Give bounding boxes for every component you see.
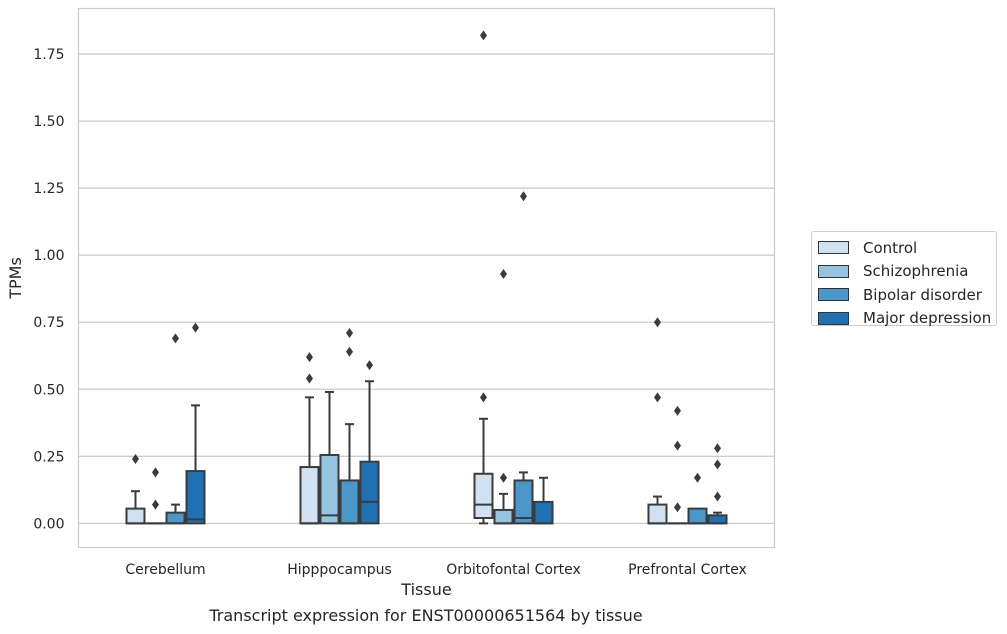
outlier-point [172, 333, 180, 344]
box-bipolar-disorder [165, 333, 186, 525]
box-control [473, 30, 494, 525]
legend-swatch-schizophrenia [818, 264, 849, 278]
legend-swatch-major-depression [818, 311, 849, 325]
outlier-point [714, 459, 722, 470]
legend-label-major-depression: Major depression [863, 309, 992, 328]
x-axis-label: Tissue [400, 580, 451, 599]
outlier-point [346, 346, 354, 357]
x-tick-label: Orbitofontal Cortex [446, 562, 581, 578]
y-tick-label: 0.25 [33, 449, 64, 465]
outlier-point [673, 440, 681, 451]
y-tick-label: 1.75 [33, 47, 64, 63]
outlier-point [131, 454, 139, 465]
box-schizophrenia [319, 390, 340, 525]
outlier-point [714, 443, 722, 454]
outlier-point [305, 373, 313, 384]
box-body [165, 511, 186, 525]
box-body [493, 508, 514, 525]
box-body [125, 507, 146, 525]
outlier-point [192, 322, 200, 333]
outlier-point [305, 352, 313, 363]
box-body [687, 507, 708, 525]
outlier-point [499, 268, 507, 279]
outlier-point [653, 317, 661, 328]
box-bipolar-disorder [687, 472, 708, 525]
outlier-point [673, 502, 681, 513]
box-major-depression [707, 443, 728, 525]
box-body [513, 479, 534, 525]
box-body [339, 479, 360, 525]
x-tick-label: Cerebellum [125, 562, 205, 578]
box-bipolar-disorder [339, 327, 360, 525]
box-schizophrenia [145, 467, 166, 525]
legend-swatch-control [818, 241, 849, 255]
y-tick-label: 1.50 [33, 114, 64, 130]
box-layer [125, 30, 728, 525]
legend-label-schizophrenia: Schizophrenia [863, 262, 969, 281]
outlier-point [479, 30, 487, 41]
box-bipolar-disorder [513, 191, 534, 525]
outlier-point [499, 472, 507, 483]
chart-caption: Transcript expression for ENST0000065156… [209, 606, 643, 625]
box-schizophrenia [667, 405, 688, 525]
outlier-point [673, 405, 681, 416]
x-tick-label: Prefrontal Cortex [628, 562, 747, 578]
gridlines [78, 53, 775, 525]
legend: Control Schizophrenia Bipolar disorder M… [811, 231, 997, 327]
box-body [299, 466, 320, 525]
legend-item-control: Control [818, 236, 996, 260]
outlier-point [151, 467, 159, 478]
y-tick-label: 1.00 [33, 248, 64, 264]
y-axis-label: TPMs [6, 257, 25, 300]
y-tick-label: 0.50 [33, 382, 64, 398]
legend-item-major-depression: Major depression [818, 307, 996, 331]
outlier-point [714, 491, 722, 502]
outlier-point [151, 499, 159, 510]
box-body [647, 503, 668, 525]
box-control [647, 317, 668, 525]
box-major-depression [359, 360, 380, 525]
legend-item-bipolar-disorder: Bipolar disorder [818, 283, 996, 307]
outlier-point [653, 392, 661, 403]
y-tick-label: 0.75 [33, 315, 64, 331]
outlier-point [520, 191, 528, 202]
box-major-depression [533, 476, 554, 525]
legend-item-schizophrenia: Schizophrenia [818, 260, 996, 284]
outlier-point [346, 327, 354, 338]
x-tick-label: Hipppocampus [287, 562, 392, 578]
box-body [319, 453, 340, 525]
x-tick-labels: Cerebellum Hipppocampus Orbitofontal Corte… [125, 562, 746, 578]
box-major-depression [185, 322, 206, 525]
box-body [359, 460, 380, 525]
y-tick-labels: 0.00 0.25 0.50 0.75 1.00 1.25 1.50 1.75 [33, 47, 64, 532]
legend-label-control: Control [863, 238, 918, 257]
outlier-point [479, 392, 487, 403]
box-body [473, 472, 494, 520]
outlier-point [366, 360, 374, 371]
y-tick-label: 0.00 [33, 516, 64, 532]
box-schizophrenia [493, 268, 514, 525]
box-body [533, 500, 554, 525]
box-control [299, 352, 320, 525]
legend-label-bipolar-disorder: Bipolar disorder [863, 285, 982, 304]
outlier-point [694, 472, 702, 483]
y-tick-label: 1.25 [33, 181, 64, 197]
box-body [185, 470, 206, 525]
plot-frame [77, 7, 776, 549]
box-body [707, 514, 728, 525]
legend-swatch-bipolar-disorder [818, 288, 849, 302]
box-control [125, 454, 146, 525]
